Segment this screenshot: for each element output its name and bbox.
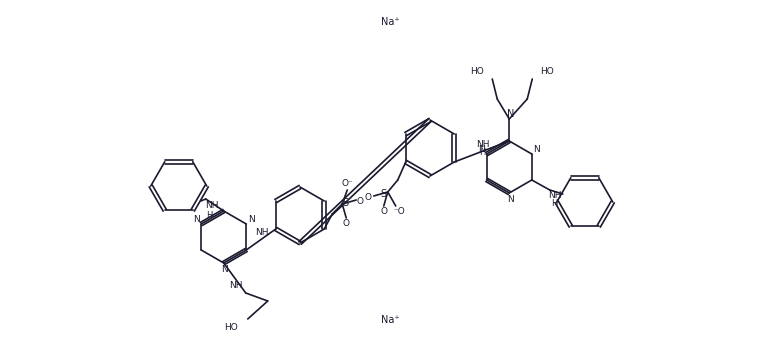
Text: S: S [342, 198, 348, 208]
Text: H: H [207, 211, 213, 219]
Text: NH: NH [255, 228, 268, 237]
Text: O⁻: O⁻ [341, 179, 353, 189]
Text: O: O [365, 193, 371, 202]
Text: N: N [221, 266, 228, 274]
Text: N: N [507, 109, 514, 119]
Text: NH: NH [476, 140, 490, 149]
Text: Na⁺: Na⁺ [381, 315, 399, 325]
Text: N: N [534, 145, 540, 153]
Text: O: O [357, 196, 364, 206]
Text: N: N [248, 215, 255, 223]
Text: ⁻O: ⁻O [394, 208, 405, 217]
Text: H: H [480, 148, 486, 157]
Text: N: N [193, 215, 200, 223]
Text: O: O [380, 208, 388, 217]
Text: HO: HO [471, 67, 484, 75]
Text: NH: NH [548, 192, 561, 200]
Text: HO: HO [541, 67, 554, 75]
Text: NH: NH [229, 281, 242, 290]
Text: Na⁺: Na⁺ [381, 17, 399, 27]
Text: O: O [343, 219, 350, 228]
Text: NH: NH [205, 200, 218, 210]
Text: N: N [478, 145, 485, 153]
Text: N: N [507, 195, 514, 204]
Text: HO: HO [224, 322, 238, 332]
Text: H: H [551, 199, 558, 209]
Text: S: S [381, 189, 387, 199]
